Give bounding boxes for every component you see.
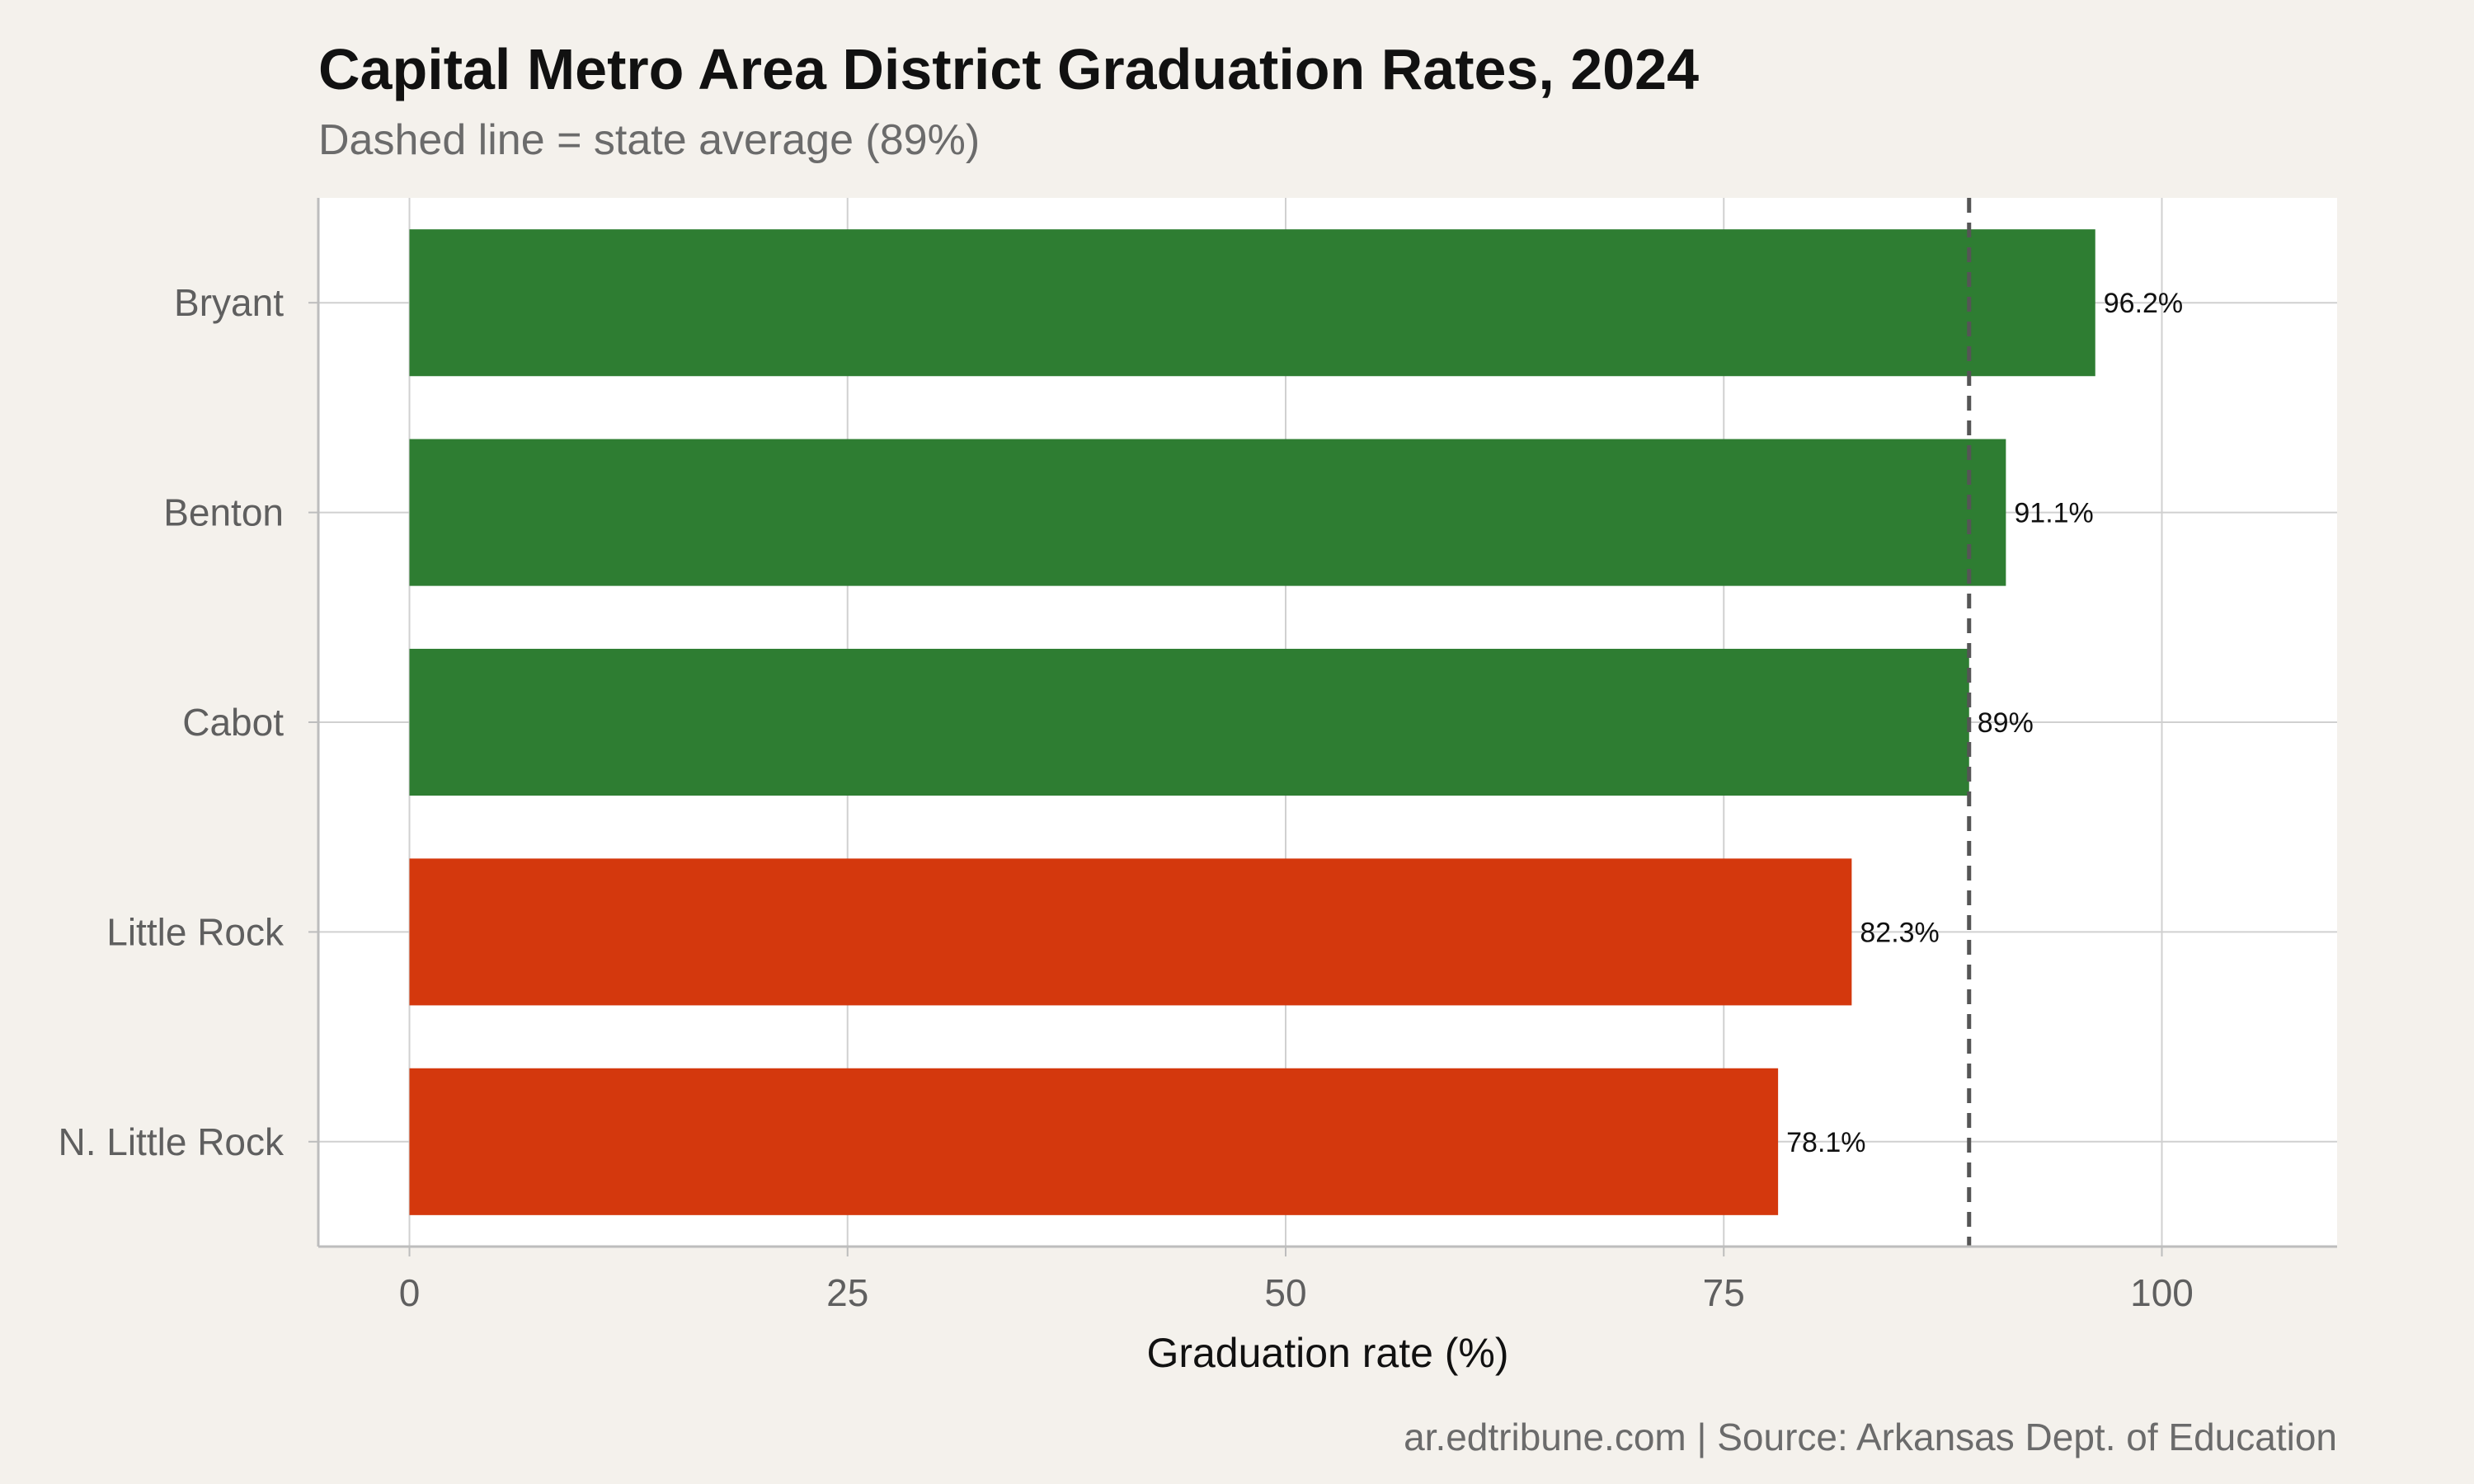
chart-subtitle: Dashed line = state average (89%) <box>318 116 981 164</box>
chart-caption: ar.edtribune.com | Source: Arkansas Dept… <box>1404 1416 2337 1458</box>
bar <box>409 439 2006 586</box>
bar-value-label: 91.1% <box>2014 498 2093 529</box>
bar <box>409 229 2095 377</box>
x-tick-label: 100 <box>2130 1271 2194 1314</box>
bar-value-label: 89% <box>1978 707 2034 739</box>
category-label: Benton <box>163 491 284 534</box>
bar <box>409 1068 1779 1215</box>
x-tick-label: 50 <box>1264 1271 1306 1314</box>
x-axis-title: Graduation rate (%) <box>1146 1330 1508 1376</box>
bar <box>409 858 1852 1006</box>
bar-value-label: 96.2% <box>2104 288 2183 319</box>
category-label: Little Rock <box>106 910 285 953</box>
chart-title: Capital Metro Area District Graduation R… <box>318 37 1700 101</box>
category-label: Cabot <box>182 701 284 744</box>
category-label: N. Little Rock <box>58 1120 285 1163</box>
x-tick-label: 25 <box>826 1271 868 1314</box>
x-tick-label: 75 <box>1703 1271 1745 1314</box>
category-label: Bryant <box>174 281 284 324</box>
bar <box>409 648 1969 796</box>
bar-value-label: 78.1% <box>1786 1127 1865 1158</box>
bar-value-label: 82.3% <box>1860 917 1939 948</box>
x-tick-label: 0 <box>399 1271 421 1314</box>
